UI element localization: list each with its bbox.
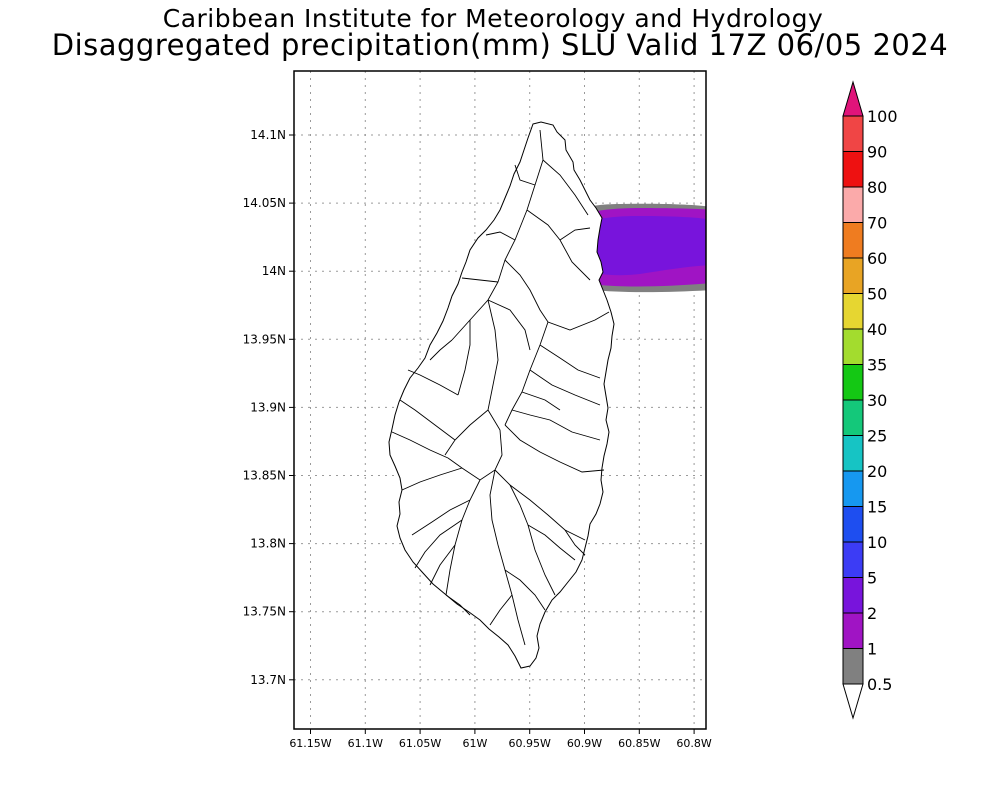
colorbar-label: 15	[867, 498, 887, 517]
colorbar-label: 5	[867, 569, 877, 588]
lat-tick-label: 13.9N	[250, 400, 286, 414]
colorbar-segment	[842, 506, 864, 543]
colorbar-top-arrow	[842, 80, 864, 117]
colorbar-segment	[842, 115, 864, 152]
latitude-axis: 14.1N 14.05N 14N 13.95N 13.9N 13.85N 13.8N 13.7…	[243, 128, 294, 687]
colorbar-segment	[842, 186, 864, 223]
colorbar-segment	[842, 399, 864, 436]
map-frame	[293, 70, 707, 730]
colorbar-segment	[842, 293, 864, 330]
colorbar-label: 60	[867, 249, 887, 268]
lat-tick-label: 14.1N	[250, 128, 286, 142]
lat-tick-label: 13.8N	[250, 537, 286, 551]
colorbar-segment	[842, 470, 864, 507]
lat-tick-label: 13.7N	[250, 673, 286, 687]
lon-tick-label: 60.9W	[567, 737, 602, 750]
colorbar-label: 100	[867, 107, 898, 126]
lon-tick-label: 60.95W	[509, 737, 551, 750]
colorbar-segment	[842, 364, 864, 401]
colorbar-label: 40	[867, 320, 887, 339]
colorbar-label: 0.5	[867, 675, 892, 694]
lat-tick-label: 13.85N	[243, 469, 286, 483]
colorbar-label: 80	[867, 178, 887, 197]
colorbar-segment	[842, 222, 864, 259]
colorbar-label: 30	[867, 391, 887, 410]
lon-tick-label: 60.8W	[676, 737, 711, 750]
colorbar-segment	[842, 151, 864, 188]
colorbar-bottom-arrow	[842, 683, 864, 720]
watershed-boundaries	[391, 129, 610, 646]
island-saint-lucia	[388, 121, 615, 669]
colorbar-label: 50	[867, 285, 887, 304]
lat-tick-label: 14.05N	[243, 196, 286, 210]
colorbar-segment	[842, 577, 864, 614]
lon-tick-label: 61.15W	[289, 737, 331, 750]
colorbar-label: 35	[867, 356, 887, 375]
colorbar-label: 1	[867, 640, 877, 659]
colorbar-segment	[842, 648, 864, 685]
colorbar-segment	[842, 541, 864, 578]
colorbar-segment	[842, 257, 864, 294]
longitude-axis: 61.15W 61.1W 61.05W 61W 60.95W 60.9W 60.85W 60.…	[289, 729, 712, 750]
chart-title: Caribbean Institute for Meteorology and …	[162, 4, 824, 33]
lon-tick-label: 60.85W	[618, 737, 660, 750]
colorbar-label: 10	[867, 533, 887, 552]
colorbar-label: 2	[867, 604, 877, 623]
chart-subtitle: Disaggregated precipitation(mm) SLU Vali…	[51, 28, 949, 62]
lon-tick-label: 61.05W	[399, 737, 441, 750]
lat-tick-label: 13.75N	[243, 605, 286, 619]
colorbar-label: 70	[867, 214, 887, 233]
colorbar-label: 25	[867, 427, 887, 446]
lat-tick-label: 13.95N	[243, 332, 286, 346]
colorbar-segment	[842, 328, 864, 365]
colorbar-label: 20	[867, 462, 887, 481]
colorbar-segment	[842, 612, 864, 649]
colorbar-segment	[842, 435, 864, 472]
colorbar-label: 90	[867, 143, 887, 162]
lon-tick-label: 61W	[462, 737, 487, 750]
lat-tick-label: 14N	[262, 264, 286, 278]
colorbar: 100 90 80 70 60 50 40 35 30 25 20 15 10 5 2 1 0.5	[842, 80, 898, 720]
lon-tick-label: 61.1W	[348, 737, 383, 750]
